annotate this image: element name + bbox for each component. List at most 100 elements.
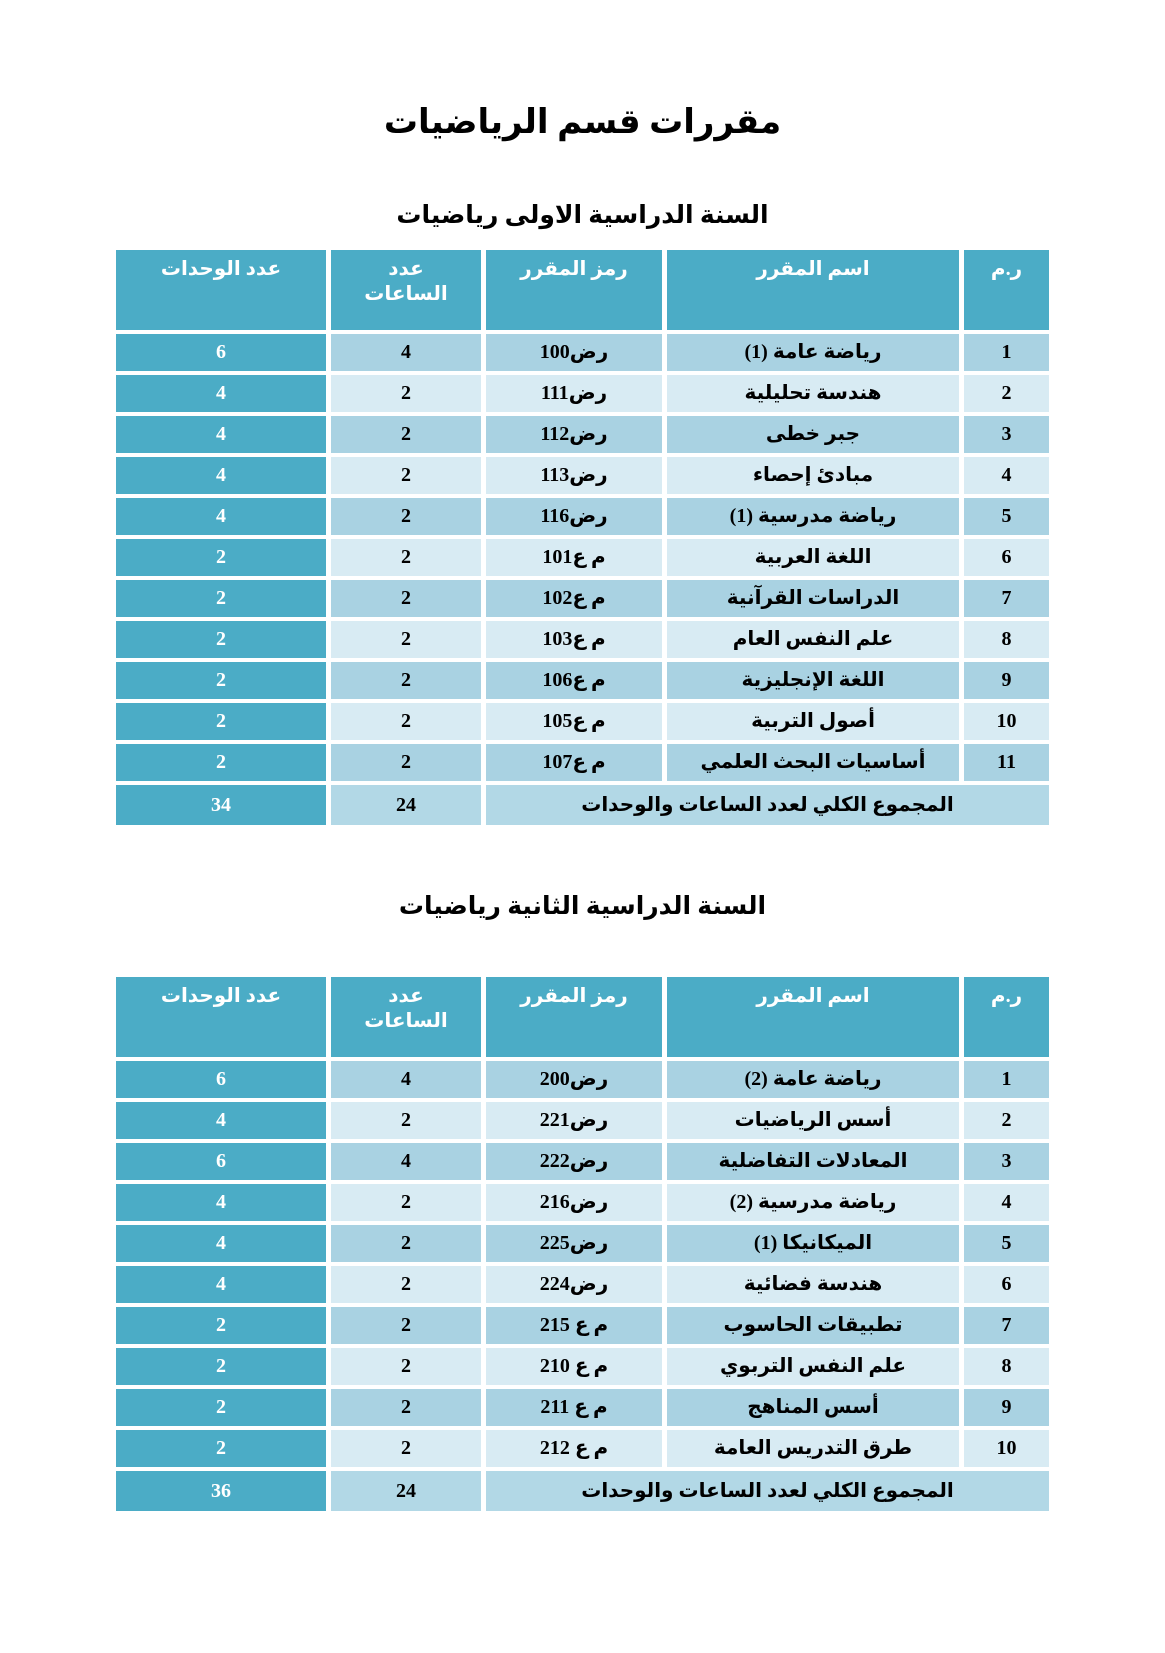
row-index-cell: 11 <box>964 744 1049 781</box>
total-units-cell: 34 <box>116 785 326 825</box>
year-1-section: السنة الدراسية الاولى رياضيات ر.م اسم ال… <box>116 200 1049 825</box>
total-label-cell: المجموع الكلي لعدد الساعات والوحدات <box>486 785 1049 825</box>
row-index-cell: 6 <box>964 539 1049 576</box>
hours-cell: 2 <box>331 1307 481 1344</box>
course-code-cell: رض222 <box>486 1143 662 1180</box>
course-code-cell: رض100 <box>486 334 662 371</box>
units-cell: 6 <box>116 334 326 371</box>
header-hours-label: عدد الساعات <box>364 258 448 305</box>
units-cell: 4 <box>116 375 326 412</box>
units-cell: 4 <box>116 457 326 494</box>
row-index-cell: 4 <box>964 457 1049 494</box>
course-name-cell: علم النفس التربوي <box>667 1348 959 1385</box>
header-course-name: اسم المقرر <box>667 250 959 330</box>
year-2-subtitle: السنة الدراسية الثانية رياضيات <box>398 893 767 920</box>
courses-table-year-1: ر.م اسم المقرر رمز المقرر عدد الساعات عد… <box>116 250 1049 825</box>
course-name-cell: أسس المناهج <box>667 1389 959 1426</box>
course-code-cell: رض113 <box>486 457 662 494</box>
row-index-cell: 4 <box>964 1184 1049 1221</box>
row-index-cell: 7 <box>964 580 1049 617</box>
row-index-cell: 7 <box>964 1307 1049 1344</box>
course-code-cell: رض216 <box>486 1184 662 1221</box>
hours-cell: 2 <box>331 1430 481 1467</box>
header-course-name: اسم المقرر <box>667 977 959 1057</box>
total-hours-cell: 24 <box>331 1471 481 1511</box>
header-hours: عدد الساعات <box>331 250 481 330</box>
units-cell: 6 <box>116 1143 326 1180</box>
row-index-cell: 2 <box>964 375 1049 412</box>
hours-cell: 2 <box>331 703 481 740</box>
hours-cell: 2 <box>331 1266 481 1303</box>
row-index-cell: 8 <box>964 1348 1049 1385</box>
header-hours: عدد الساعات <box>331 977 481 1057</box>
hours-cell: 2 <box>331 416 481 453</box>
year-2-section: السنة الدراسية الثانية رياضيات ر.م اسم ا… <box>116 891 1049 1511</box>
units-cell: 2 <box>116 1389 326 1426</box>
row-index-cell: 5 <box>964 498 1049 535</box>
total-label-cell: المجموع الكلي لعدد الساعات والوحدات <box>486 1471 1049 1511</box>
course-name-cell: تطبيقات الحاسوب <box>667 1307 959 1344</box>
hours-cell: 4 <box>331 1143 481 1180</box>
row-index-cell: 8 <box>964 621 1049 658</box>
document-page: مقررات قسم الرياضيات السنة الدراسية الاو… <box>116 0 1049 1511</box>
course-name-cell: الميكانيكا (1) <box>667 1225 959 1262</box>
course-name-cell: الدراسات القرآنية <box>667 580 959 617</box>
row-index-cell: 10 <box>964 703 1049 740</box>
units-cell: 2 <box>116 1348 326 1385</box>
units-cell: 4 <box>116 1225 326 1262</box>
course-code-cell: رض112 <box>486 416 662 453</box>
course-code-cell: رض111 <box>486 375 662 412</box>
units-cell: 2 <box>116 662 326 699</box>
course-name-cell: هندسة تحليلية <box>667 375 959 412</box>
header-units: عدد الوحدات <box>116 250 326 330</box>
hours-cell: 2 <box>331 744 481 781</box>
row-index-cell: 10 <box>964 1430 1049 1467</box>
units-cell: 2 <box>116 539 326 576</box>
row-index-cell: 9 <box>964 1389 1049 1426</box>
courses-table-year-2: ر.م اسم المقرر رمز المقرر عدد الساعات عد… <box>116 977 1049 1511</box>
total-hours-cell: 24 <box>331 785 481 825</box>
hours-cell: 4 <box>331 334 481 371</box>
course-name-cell: هندسة فضائية <box>667 1266 959 1303</box>
course-name-cell: أصول التربية <box>667 703 959 740</box>
header-course-code: رمز المقرر <box>486 250 662 330</box>
header-units: عدد الوحدات <box>116 977 326 1057</box>
hours-cell: 4 <box>331 1061 481 1098</box>
course-code-cell: م ع 212 <box>486 1430 662 1467</box>
course-name-cell: رياضة عامة (1) <box>667 334 959 371</box>
course-code-cell: رض116 <box>486 498 662 535</box>
course-code-cell: م ع103 <box>486 621 662 658</box>
units-cell: 4 <box>116 1184 326 1221</box>
header-index: ر.م <box>964 250 1049 330</box>
header-course-code: رمز المقرر <box>486 977 662 1057</box>
hours-cell: 2 <box>331 621 481 658</box>
course-code-cell: م ع101 <box>486 539 662 576</box>
course-name-cell: اللغة الإنجليزية <box>667 662 959 699</box>
row-index-cell: 1 <box>964 1061 1049 1098</box>
course-code-cell: م ع106 <box>486 662 662 699</box>
hours-cell: 2 <box>331 1389 481 1426</box>
course-code-cell: رض224 <box>486 1266 662 1303</box>
course-name-cell: أساسيات البحث العلمي <box>667 744 959 781</box>
course-code-cell: رض225 <box>486 1225 662 1262</box>
course-code-cell: م ع107 <box>486 744 662 781</box>
course-code-cell: م ع102 <box>486 580 662 617</box>
units-cell: 2 <box>116 621 326 658</box>
row-index-cell: 1 <box>964 334 1049 371</box>
hours-cell: 2 <box>331 1225 481 1262</box>
course-name-cell: المعادلات التفاضلية <box>667 1143 959 1180</box>
course-code-cell: م ع 210 <box>486 1348 662 1385</box>
units-cell: 6 <box>116 1061 326 1098</box>
hours-cell: 2 <box>331 1102 481 1139</box>
hours-cell: 2 <box>331 1348 481 1385</box>
header-index: ر.م <box>964 977 1049 1057</box>
hours-cell: 2 <box>331 375 481 412</box>
row-index-cell: 3 <box>964 416 1049 453</box>
units-cell: 2 <box>116 1430 326 1467</box>
course-name-cell: أسس الرياضيات <box>667 1102 959 1139</box>
total-units-cell: 36 <box>116 1471 326 1511</box>
units-cell: 2 <box>116 703 326 740</box>
course-name-cell: جبر خطى <box>667 416 959 453</box>
row-index-cell: 5 <box>964 1225 1049 1262</box>
units-cell: 4 <box>116 498 326 535</box>
